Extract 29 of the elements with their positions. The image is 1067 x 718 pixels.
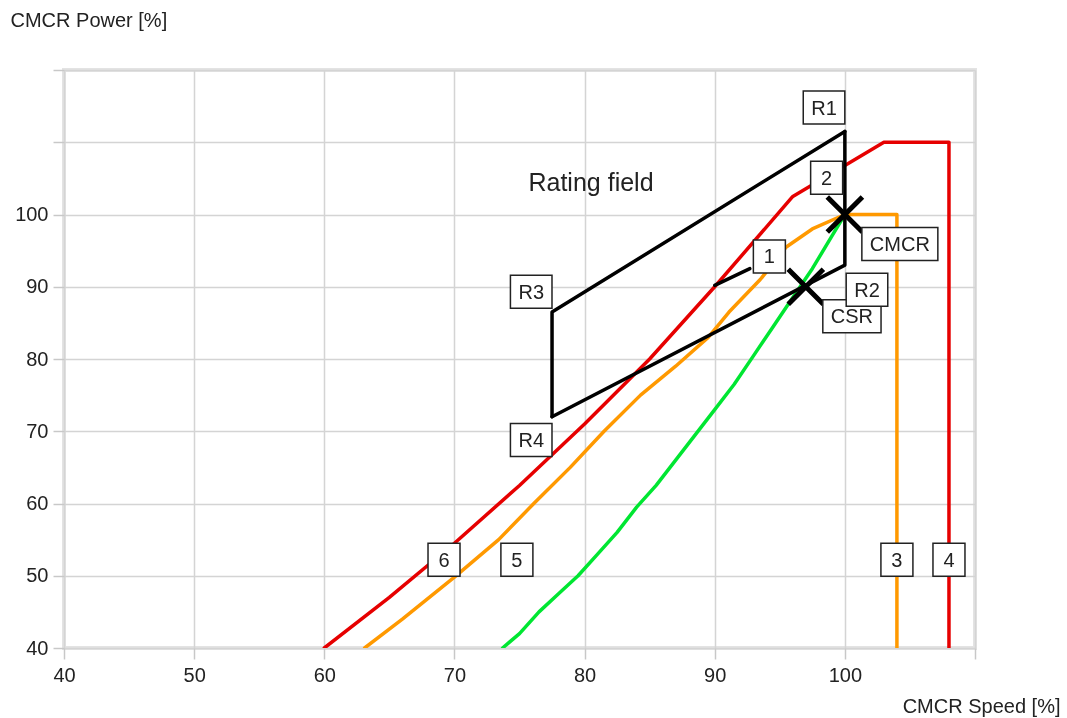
annotation: R3: [518, 280, 544, 303]
x-tick-label: 80: [573, 663, 597, 686]
y-tick-label: 50: [26, 564, 49, 587]
annotation: Rating field: [528, 168, 654, 196]
annotation: R2: [854, 278, 880, 301]
annotation: 4: [943, 548, 955, 571]
annotation: 6: [438, 548, 450, 571]
series-label: CMCR: [869, 233, 930, 255]
x-axis-title: CMCR Speed [%]: [902, 694, 1061, 717]
y-axis-title: CMCR Power [%]: [10, 8, 168, 31]
x-tick-label: 50: [183, 663, 206, 686]
y-tick-label: 100: [15, 203, 49, 225]
y-tick-label: 80: [26, 347, 49, 370]
annotation: 1: [763, 245, 775, 268]
y-tick-label: 70: [26, 419, 49, 442]
x-tick-label: 40: [53, 663, 76, 686]
x-tick-label: 90: [704, 663, 727, 686]
annotation: R1: [811, 96, 837, 119]
y-tick-label: 40: [26, 636, 49, 659]
x-tick-label: 100: [828, 663, 863, 686]
y-tick-label: 90: [26, 275, 49, 298]
annotation: 5: [511, 548, 523, 571]
annotation: 3: [891, 548, 903, 571]
x-tick-label: 70: [443, 663, 467, 686]
annotation: 2: [821, 166, 833, 189]
series-label: CSR: [830, 305, 874, 328]
annotation: R4: [518, 428, 544, 451]
y-tick-label: 60: [26, 492, 49, 514]
x-tick-label: 60: [313, 663, 336, 686]
